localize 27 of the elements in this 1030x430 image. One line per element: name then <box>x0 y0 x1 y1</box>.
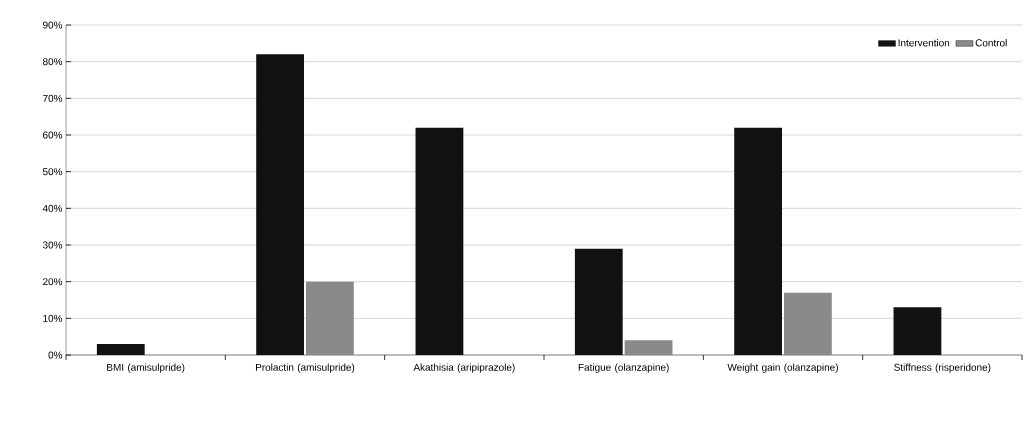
bar <box>306 281 354 355</box>
y-tick-label: 40% <box>42 204 63 212</box>
bar <box>734 127 783 355</box>
bar <box>415 127 464 355</box>
bar <box>784 292 832 355</box>
x-tick-label: Weight gain (olanzapine) <box>727 363 838 373</box>
y-tick-label: 0% <box>48 351 63 359</box>
bar <box>893 307 942 355</box>
y-tick-label: 10% <box>43 314 63 322</box>
y-tick-label: 60% <box>43 131 63 139</box>
x-tick-label: Prolactin (amisulpride) <box>255 363 355 373</box>
y-tick-label: 90% <box>43 21 63 29</box>
x-tick-label: Fatigue (olanzapine) <box>578 363 669 373</box>
y-tick-label: 30% <box>42 241 63 249</box>
legend-label: Intervention <box>898 39 950 47</box>
bar <box>574 248 623 355</box>
x-tick-label: Stiffness (risperidone) <box>894 363 991 373</box>
bar <box>624 340 673 355</box>
x-tick-label: BMI (amisulpride) <box>107 363 185 373</box>
y-tick-label: 80% <box>42 58 63 66</box>
bar <box>256 54 304 355</box>
x-tick-label: Akathisia (aripiprazole) <box>413 363 515 373</box>
legend-label: Control <box>975 39 1007 47</box>
bar <box>96 344 145 355</box>
y-tick-label: 70% <box>43 94 63 102</box>
y-tick-label: 50% <box>42 168 63 176</box>
y-tick-label: 20% <box>43 278 63 286</box>
